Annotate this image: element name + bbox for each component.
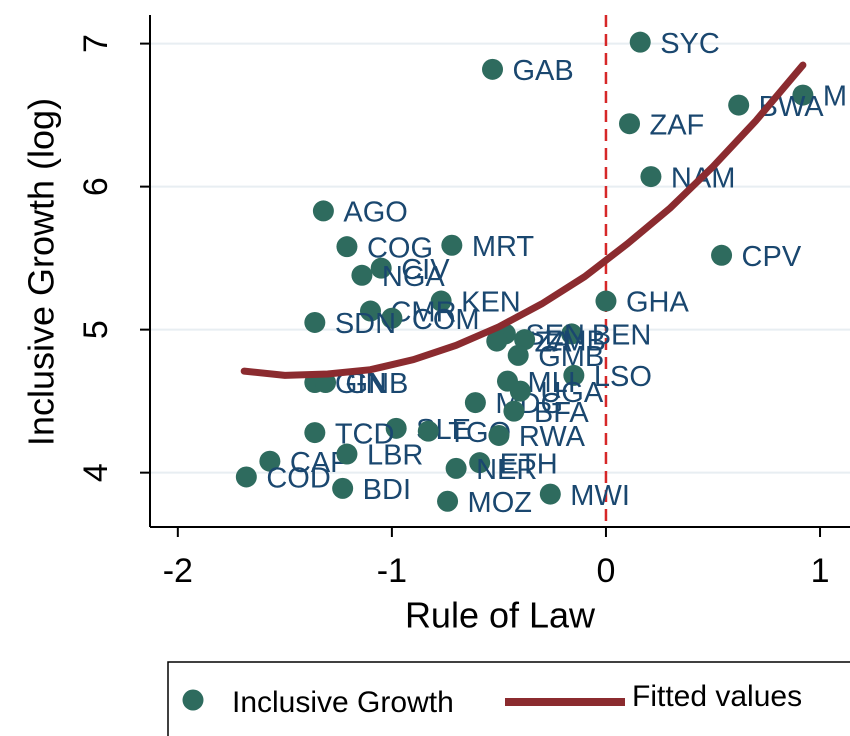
point — [482, 58, 504, 80]
point-label: BEN — [592, 320, 652, 352]
point-label: LSO — [594, 361, 652, 393]
point-label: UGA — [540, 377, 604, 409]
point — [417, 420, 439, 442]
point — [539, 483, 561, 505]
point — [312, 200, 334, 222]
point — [441, 234, 463, 256]
point-label: GAB — [513, 55, 574, 87]
legend-label: Inclusive Growth — [232, 686, 454, 719]
point — [259, 450, 281, 472]
point — [711, 244, 733, 266]
y-tick-label: 4 — [77, 463, 115, 482]
point — [430, 290, 452, 312]
point — [381, 307, 403, 329]
point-label: SDN — [335, 308, 396, 340]
point-label: BDI — [363, 474, 411, 506]
point — [640, 166, 662, 188]
point-label: AGO — [343, 197, 407, 229]
legend-marker — [182, 689, 204, 711]
point — [445, 457, 467, 479]
point-label: MWI — [570, 480, 630, 512]
y-tick-label: 7 — [77, 34, 115, 53]
point — [507, 344, 529, 366]
point — [503, 400, 525, 422]
point — [488, 424, 510, 446]
point — [619, 113, 641, 135]
point — [595, 290, 617, 312]
point-label: MRT — [472, 231, 535, 263]
point-label: LBR — [367, 440, 423, 472]
point — [304, 311, 326, 333]
legend: Inclusive Growth Fitted values — [167, 661, 850, 736]
point — [728, 94, 750, 116]
point — [336, 236, 358, 258]
point — [469, 452, 491, 474]
point-label: COM — [412, 304, 480, 336]
point-label: NGA — [382, 261, 446, 293]
grid — [150, 42, 850, 474]
point — [336, 443, 358, 465]
y-tick-label: 6 — [77, 177, 115, 196]
fitted-line — [240, 61, 807, 379]
legend-label: Fitted values — [632, 680, 802, 713]
point — [437, 490, 459, 512]
point — [792, 84, 814, 106]
x-tick-label: 1 — [811, 552, 830, 590]
point-label: M — [823, 81, 847, 113]
x-tick-label: 0 — [597, 552, 616, 590]
point-label: ZMB — [545, 325, 606, 357]
point-label: SEN — [525, 320, 585, 352]
point-label: GHA — [626, 287, 690, 319]
point — [561, 323, 583, 345]
point-label: CIV — [401, 254, 450, 286]
point-label: KEN — [461, 287, 521, 319]
point-label: MOZ — [468, 487, 532, 519]
point — [332, 477, 354, 499]
point — [563, 364, 585, 386]
point — [370, 257, 392, 279]
point-label: CPV — [742, 241, 802, 273]
point — [304, 422, 326, 444]
point-label: ZAF — [650, 109, 705, 141]
point — [629, 31, 651, 53]
point-label: NER — [476, 454, 537, 486]
y-tick-label: 5 — [77, 320, 115, 339]
point-label: COD — [266, 463, 330, 495]
point — [464, 392, 486, 414]
point-label: BFA — [534, 397, 589, 429]
x-tick-label: -2 — [163, 552, 193, 590]
point — [514, 329, 536, 351]
point — [385, 417, 407, 439]
point — [351, 264, 373, 286]
x-tick-label: -1 — [377, 552, 407, 590]
point — [509, 380, 531, 402]
axes: 4 5 6 7 -2 -1 0 1 — [77, 15, 850, 590]
point — [235, 466, 257, 488]
point-label: MLI — [527, 367, 575, 399]
point-label: CMR — [390, 297, 456, 329]
point — [359, 300, 381, 322]
point — [486, 330, 508, 352]
point-label: SYC — [660, 28, 720, 60]
x-axis-label: Rule of Law — [405, 595, 596, 636]
point-label: ETH — [500, 448, 558, 480]
point-label: RWA — [519, 421, 586, 453]
y-axis-label: Inclusive Growth (log) — [21, 98, 62, 446]
